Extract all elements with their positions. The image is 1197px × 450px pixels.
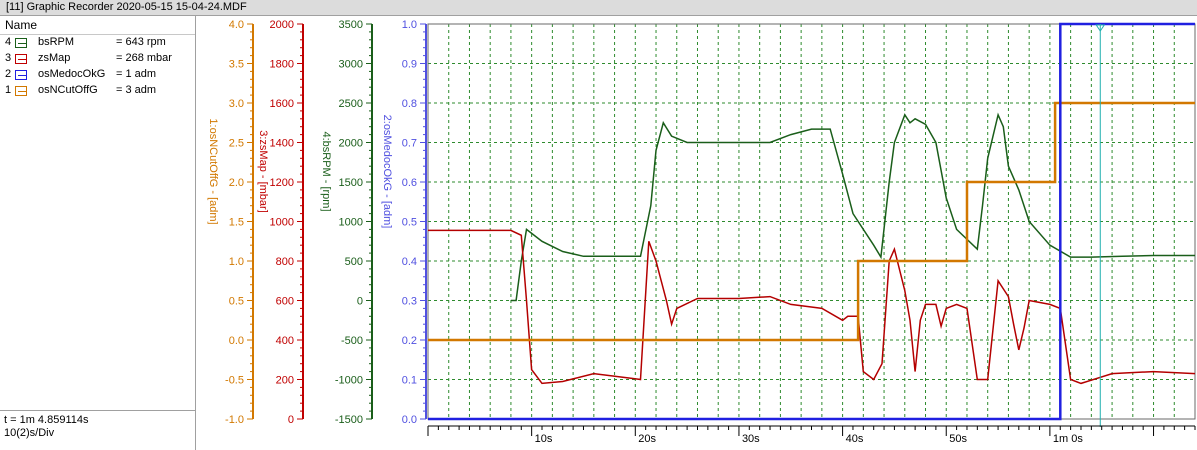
y-axis-tick-label: 0.3 — [402, 296, 417, 308]
y-axis-tick-label: 0.6 — [402, 177, 417, 189]
series-line-zsMap — [428, 229, 1196, 385]
legend-signal-name: zsMap — [38, 52, 71, 64]
y-axis-tick-label: 1.0 — [402, 19, 417, 31]
cursor-time-readout: t = 1m 4.859114s — [4, 414, 89, 426]
y-axis-tick-label: 1.5 — [229, 217, 244, 229]
y-axis-tick-label: 0.1 — [402, 375, 417, 387]
y-axis-tick-label: 1200 — [270, 177, 294, 189]
x-axis-tick-label: 1m 0s — [1053, 433, 1083, 445]
series-line-osNCutOffG — [428, 101, 1195, 342]
y-axis-tick-label: 0.5 — [402, 217, 417, 229]
y-axis-tick-label: 1500 — [339, 177, 363, 189]
y-axis-tick-label: 0.2 — [402, 335, 417, 347]
y-axis-tick-label: 2000 — [339, 138, 363, 150]
y-axis-tick-label: 1800 — [270, 59, 294, 71]
legend-row-number: 2 — [5, 68, 12, 80]
legend-row-bsRPM[interactable]: 4 bsRPM = 643 rpm — [0, 35, 195, 51]
legend-signal-value: = 643 rpm — [116, 36, 166, 48]
axis-strip-background — [196, 16, 428, 450]
y-axis-title: 3:zsMap - [mbar] — [257, 130, 269, 213]
y-axis-tick-label: -500 — [341, 335, 363, 347]
x-axis-tick-label: 20s — [638, 433, 656, 445]
time-scale-readout: 10(2)s/Div — [4, 427, 55, 439]
y-axis-tick-label: -1.0 — [225, 414, 244, 426]
y-axis-tick-label: 0.0 — [402, 414, 417, 426]
y-axis-tick-label: -1500 — [335, 414, 363, 426]
legend-row-number: 4 — [5, 36, 12, 48]
series-line-osMedocOkG — [428, 22, 1195, 421]
y-axis-tick-label: 1.0 — [229, 256, 244, 268]
plot-background — [428, 16, 1197, 450]
legend-row-number: 3 — [5, 52, 12, 64]
y-axis-tick-label: 0 — [288, 414, 294, 426]
y-axis-tick-label: 1000 — [339, 217, 363, 229]
x-axis-tick-label: 10s — [535, 433, 553, 445]
legend-column-header[interactable]: Name — [0, 16, 195, 35]
legend-row-zsMap[interactable]: 3 zsMap = 268 mbar — [0, 51, 195, 67]
y-axis-tick-label: 0 — [357, 296, 363, 308]
legend-signal-value: = 3 adm — [116, 84, 157, 96]
series-line-bsRPM — [510, 112, 1195, 302]
y-axis-tick-label: 600 — [276, 296, 294, 308]
legend-row-number: 1 — [5, 84, 12, 96]
x-axis-tick-label: 40s — [846, 433, 864, 445]
legend-row-osMedocOkG[interactable]: 2 osMedocOkG = 1 adm — [0, 67, 195, 83]
y-axis-tick-label: 0.0 — [229, 335, 244, 347]
y-axis-tick-label: 200 — [276, 375, 294, 387]
legend-row-osNCutOffG[interactable]: 1 osNCutOffG = 3 adm — [0, 83, 195, 99]
x-axis-tick-label: 50s — [949, 433, 967, 445]
graphic-recorder-chart[interactable]: 4.0 3.5 3.0 2.5 2.0 1.5 1.0 0.5 0.0 -0.5 -1.0 1:osN… — [196, 16, 1197, 450]
signal-color-swatch-icon — [15, 54, 27, 64]
y-axis-tick-label: 2.0 — [229, 177, 244, 189]
y-axis-tick-label: 1000 — [270, 217, 294, 229]
y-axis-tick-label: 3000 — [339, 59, 363, 71]
x-axis-tick-label: 30s — [742, 433, 760, 445]
legend-signal-value: = 268 mbar — [116, 52, 172, 64]
y-axis-tick-label: 0.9 — [402, 59, 417, 71]
y-axis-tick-label: 2500 — [339, 98, 363, 110]
y-axis-title: 4:bsRPM - [rpm] — [320, 131, 332, 211]
legend-footer: t = 1m 4.859114s 10(2)s/Div — [0, 410, 195, 443]
signal-color-swatch-icon — [15, 38, 27, 48]
y-axis-tick-label: 2.5 — [229, 138, 244, 150]
y-axis-tick-label: 3500 — [339, 19, 363, 31]
legend-signal-name: osNCutOffG — [38, 84, 98, 96]
legend-signal-name: bsRPM — [38, 36, 75, 48]
y-axis-tick-label: 4.0 — [229, 19, 244, 31]
y-axis-tick-label: 0.8 — [402, 98, 417, 110]
signal-color-swatch-icon — [15, 70, 27, 80]
y-axis-tick-label: -1000 — [335, 375, 363, 387]
y-axis-tick-label: 3.0 — [229, 98, 244, 110]
time-cursor-marker-icon — [1095, 24, 1106, 32]
y-axis-tick-label: 3.5 — [229, 59, 244, 71]
y-axis-title: 1:osNCutOffG - [adm] — [207, 118, 219, 224]
window-titlebar: [11] Graphic Recorder 2020-05-15 15-04-2… — [0, 0, 1197, 16]
y-axis-title: 2:osMedocOkG - [adm] — [381, 115, 393, 229]
y-axis-tick-label: 400 — [276, 335, 294, 347]
legend-signal-name: osMedocOkG — [38, 68, 106, 80]
y-axis-tick-label: 0.4 — [402, 256, 417, 268]
legend-signal-value: = 1 adm — [116, 68, 157, 80]
y-axis-tick-label: 1400 — [270, 138, 294, 150]
y-axis-tick-label: -0.5 — [225, 375, 244, 387]
y-axis-tick-label: 2000 — [270, 19, 294, 31]
y-axis-tick-label: 0.5 — [229, 296, 244, 308]
window-title: [11] Graphic Recorder 2020-05-15 15-04-2… — [6, 1, 247, 13]
y-axis-tick-label: 800 — [276, 256, 294, 268]
y-axis-tick-label: 500 — [345, 256, 363, 268]
y-axis-tick-label: 1600 — [270, 98, 294, 110]
signal-color-swatch-icon — [15, 86, 27, 96]
signal-legend-panel: Name 4 bsRPM = 643 rpm 3 zsMap = 268 mbar 2 osM… — [0, 16, 196, 450]
y-axis-tick-label: 0.7 — [402, 138, 417, 150]
